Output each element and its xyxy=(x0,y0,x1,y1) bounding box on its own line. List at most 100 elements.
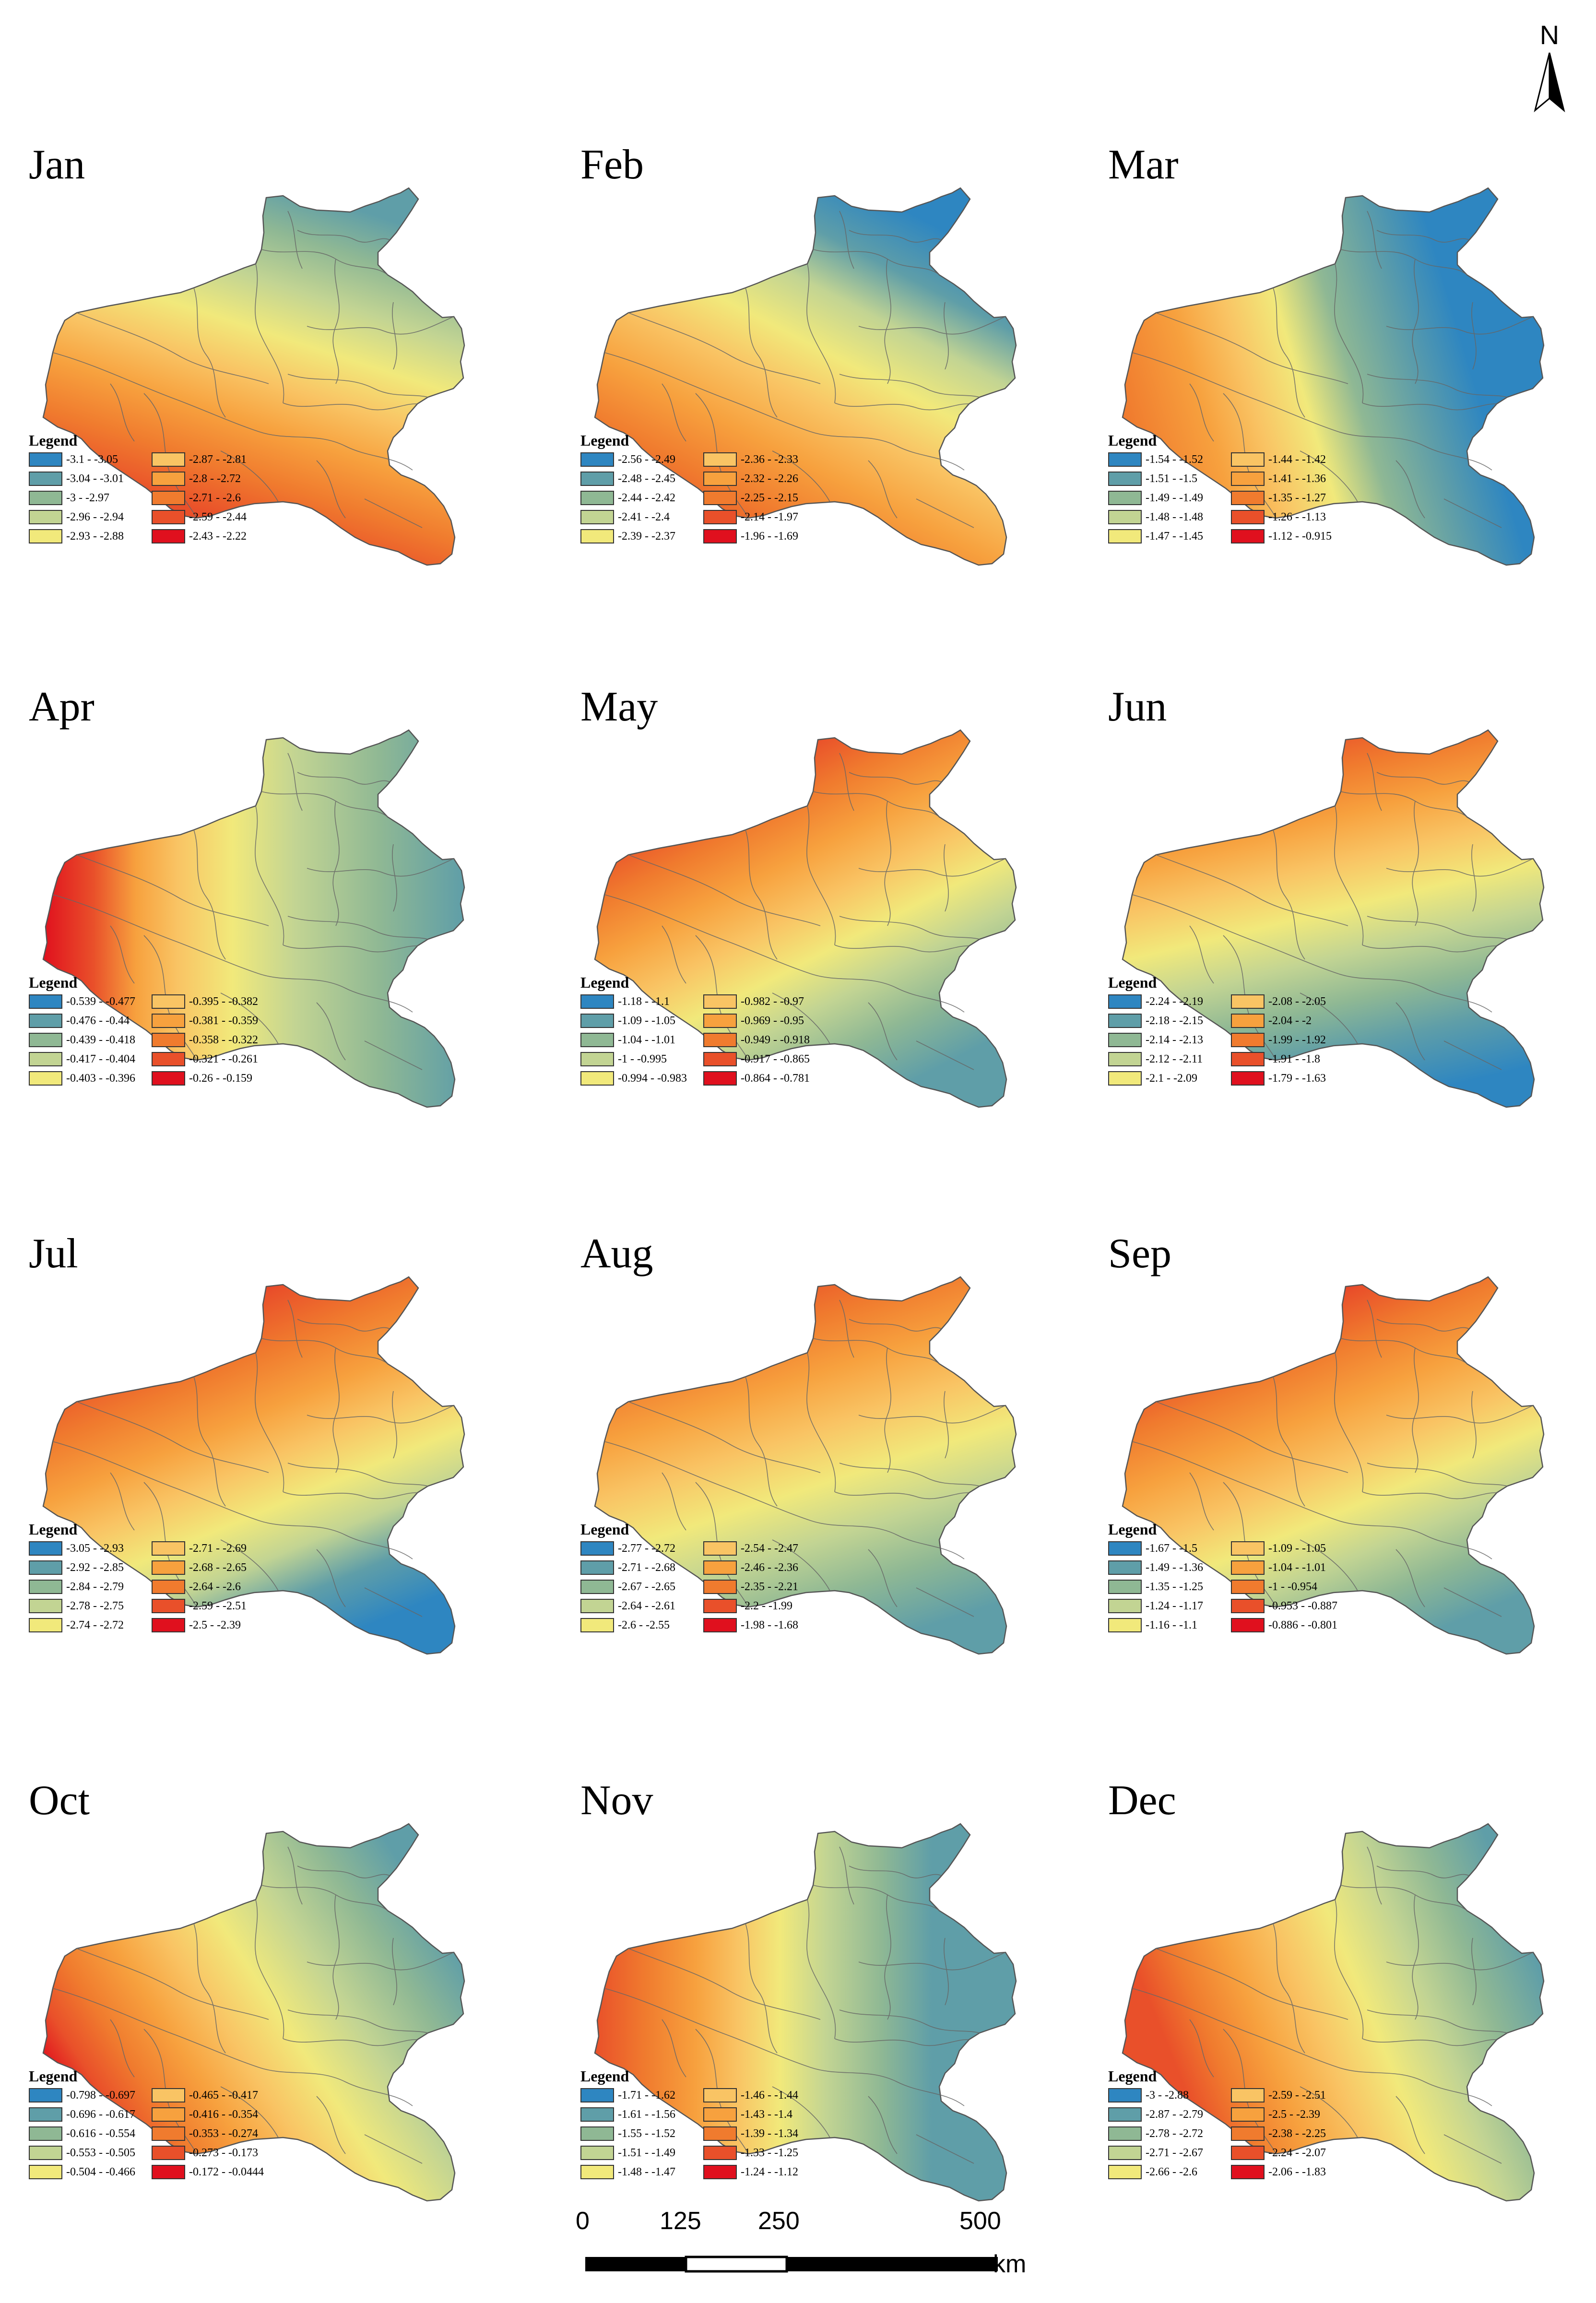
district-boundary xyxy=(193,1923,226,2054)
legend-swatch xyxy=(152,1052,185,1066)
district-boundary xyxy=(52,352,260,432)
legend-swatch xyxy=(1108,1580,1142,1594)
province-outline xyxy=(594,729,1017,1108)
legend-swatch xyxy=(152,2107,185,2122)
legend-item: -2.18 - -2.15 xyxy=(1108,1014,1228,1028)
legend-swatch xyxy=(1108,1033,1142,1047)
legend-label: -2.59 - -2.44 xyxy=(189,511,247,523)
district-boundary xyxy=(307,316,454,335)
legend-swatch xyxy=(29,2165,62,2179)
legend-item: -2.14 - -2.13 xyxy=(1108,1033,1228,1047)
legend-swatch xyxy=(1108,1071,1142,1086)
district-boundary xyxy=(287,916,428,940)
legend-item: -1.39 - -1.34 xyxy=(703,2126,823,2141)
legend-swatch xyxy=(703,2107,737,2122)
district-boundaries xyxy=(1132,1846,1534,2164)
legend: Legend -2.77 - -2.72 -2.54 - -2.47 -2.71 -… xyxy=(580,1521,887,1632)
legend-item: -2.78 - -2.72 xyxy=(1108,2126,1228,2141)
legend-label: -3 - -2.97 xyxy=(66,492,109,504)
district-boundary xyxy=(307,858,454,877)
district-boundary xyxy=(316,2096,346,2154)
legend-item: -1.67 - -1.5 xyxy=(1108,1541,1228,1556)
legend: Legend -0.539 - -0.477 -0.395 - -0.382 -0.… xyxy=(29,974,336,1086)
district-boundary xyxy=(143,2029,197,2154)
legend-item: -0.353 - -0.274 xyxy=(152,2126,272,2141)
district-boundary xyxy=(839,753,854,811)
district-boundary xyxy=(1338,2067,1492,2106)
legend-label: -1.35 - -1.27 xyxy=(1268,492,1326,504)
legend-swatch xyxy=(152,510,185,524)
legend-item: -1.91 - -1.8 xyxy=(1231,1052,1351,1066)
legend: Legend -2.56 - -2.49 -2.36 - -2.33 -2.48 -… xyxy=(580,432,887,543)
district-boundary xyxy=(1376,230,1469,243)
legend-swatch xyxy=(1231,529,1265,543)
legend-title: Legend xyxy=(29,2067,78,2085)
legend-item: -0.273 - -0.173 xyxy=(152,2146,272,2160)
legend-item: -2.96 - -2.94 xyxy=(29,510,149,524)
district-boundary xyxy=(884,259,891,384)
map-fill xyxy=(595,1824,1016,2201)
legend-swatch xyxy=(1231,2126,1265,2141)
district-boundary xyxy=(604,1988,811,2068)
province-outline xyxy=(594,1823,1017,2202)
province-map xyxy=(1122,729,1545,1108)
legend-item: -2.92 - -2.85 xyxy=(29,1560,149,1575)
month-title: Sep xyxy=(1108,1230,1171,1277)
legend-label: -1.96 - -1.69 xyxy=(741,530,798,543)
legend-item: -2.46 - -2.36 xyxy=(703,1560,823,1575)
district-boundary xyxy=(839,1299,854,1358)
district-boundary xyxy=(1443,1040,1502,1070)
legend-label: -1.39 - -1.34 xyxy=(741,2127,798,2140)
district-boundary xyxy=(261,791,388,817)
legend-swatch xyxy=(580,1599,614,1613)
district-boundary xyxy=(1132,894,1339,974)
legend-item: -2.71 - -2.69 xyxy=(152,1541,272,1556)
legend-label: -1.49 - -1.36 xyxy=(1146,1561,1203,1574)
legend-item: -0.949 - -0.918 xyxy=(703,1033,823,1047)
legend-swatch xyxy=(1108,994,1142,1009)
legend-label: -0.886 - -0.801 xyxy=(1268,1619,1337,1631)
district-boundary xyxy=(1340,1338,1467,1364)
district-boundary xyxy=(1376,1866,1469,1878)
legend-item: -2.6 - -2.55 xyxy=(580,1618,700,1632)
legend-swatch xyxy=(1231,491,1265,505)
legend-label: -0.465 - -0.417 xyxy=(189,2089,258,2102)
district-boundary xyxy=(1367,1299,1382,1358)
legend-label: -0.994 - -0.983 xyxy=(618,1072,687,1085)
province-outline xyxy=(1122,729,1545,1108)
district-boundary xyxy=(261,1338,388,1364)
province-outline xyxy=(42,1823,465,2202)
district-boundary xyxy=(604,352,811,432)
legend-item: -1.43 - -1.4 xyxy=(703,2107,823,2122)
legend-item: -1.04 - -1.01 xyxy=(1231,1560,1351,1575)
legend-item: -1.51 - -1.5 xyxy=(1108,472,1228,486)
legend-item: -1.48 - -1.47 xyxy=(580,2165,700,2179)
legend-label: -0.395 - -0.382 xyxy=(189,995,258,1008)
map-fill xyxy=(43,188,464,565)
legend-swatch xyxy=(580,1560,614,1575)
legend-label: -2.84 - -2.79 xyxy=(66,1581,124,1593)
legend-title: Legend xyxy=(1108,1521,1157,1538)
legend-swatch xyxy=(1108,1618,1142,1632)
district-boundary xyxy=(849,230,942,243)
district-boundary xyxy=(220,450,279,502)
district-boundary xyxy=(944,302,949,370)
legend-label: -0.539 - -0.477 xyxy=(66,995,135,1008)
legend-item: -0.696 - -0.617 xyxy=(29,2107,149,2122)
district-boundary xyxy=(364,1587,423,1617)
district-boundary xyxy=(52,1441,260,1521)
map-fill xyxy=(43,1277,464,1654)
legend-item: -2.5 - -2.39 xyxy=(152,1618,272,1632)
legend-swatch xyxy=(703,2146,737,2160)
legend-swatch xyxy=(1108,2107,1142,2122)
district-boundary xyxy=(1443,1587,1502,1617)
legend-item: -2.12 - -2.11 xyxy=(1108,1052,1228,1066)
legend-label: -1.09 - -1.05 xyxy=(618,1015,675,1027)
legend-label: -2.39 - -2.37 xyxy=(618,530,675,543)
legend-swatch xyxy=(703,1618,737,1632)
legend-label: -2.25 - -2.15 xyxy=(741,492,798,504)
district-boundary xyxy=(839,1463,980,1487)
province-map xyxy=(1122,1823,1545,2202)
district-boundary xyxy=(110,383,135,442)
district-boundary xyxy=(332,801,340,926)
